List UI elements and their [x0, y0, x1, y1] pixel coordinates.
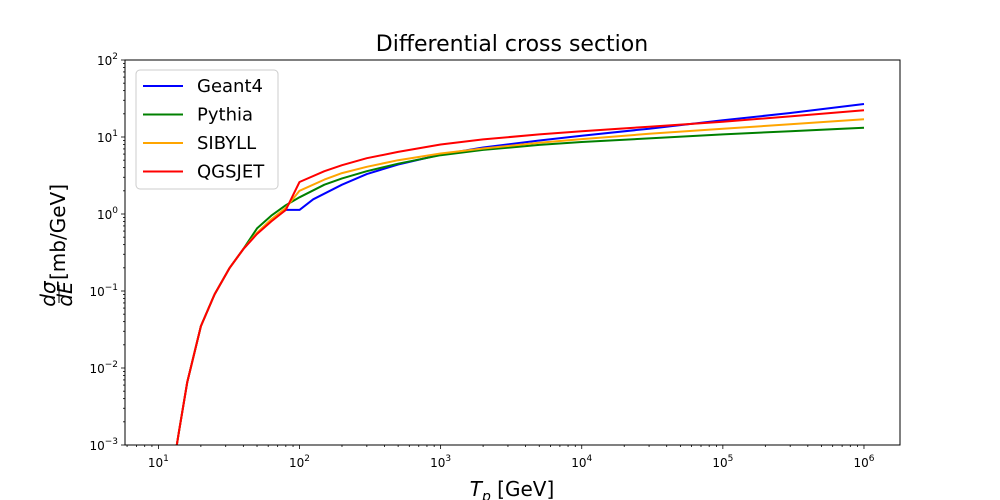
legend-box	[135, 69, 279, 190]
series-line-qgsjet	[175, 109, 865, 445]
series-layer	[175, 103, 865, 445]
svg-text:dσ: dσ	[36, 280, 60, 307]
y-axis-label: dσ dE [mb/GeV]	[36, 184, 77, 307]
x-axis: 101 102 103 104 105 106	[126, 445, 875, 470]
legend-label-qgsjet: QGSJET	[197, 162, 265, 183]
legend-label-sibyll: SIBYLL	[197, 133, 256, 154]
legend: Geant4 Pythia SIBYLL QGSJET	[135, 69, 279, 190]
y-axis: 10−3 10−2 10−1 100 101 102	[89, 52, 125, 453]
svg-text:[mb/GeV]: [mb/GeV]	[46, 184, 70, 280]
x-tick-label: 105	[712, 454, 733, 470]
x-tick-label: 106	[853, 454, 874, 470]
svg-text:dE: dE	[53, 281, 77, 307]
chart-title: Differential cross section	[376, 32, 648, 57]
legend-label-pythia: Pythia	[197, 105, 253, 126]
y-tick-label: 100	[97, 206, 118, 222]
x-tick-label: 104	[571, 454, 592, 470]
legend-label-geant4: Geant4	[197, 76, 263, 97]
x-tick-label: 102	[289, 454, 310, 470]
x-tick-label: 103	[430, 454, 451, 470]
y-tick-label: 10−1	[89, 283, 118, 299]
plot-frame	[124, 59, 901, 446]
y-tick-label: 102	[97, 52, 118, 68]
y-tick-label: 10−2	[89, 360, 118, 376]
x-tick-label: 101	[148, 454, 169, 470]
y-tick-label: 101	[97, 129, 118, 145]
x-axis-label: Tp [GeV]	[470, 477, 555, 500]
y-tick-label: 10−3	[89, 437, 118, 453]
